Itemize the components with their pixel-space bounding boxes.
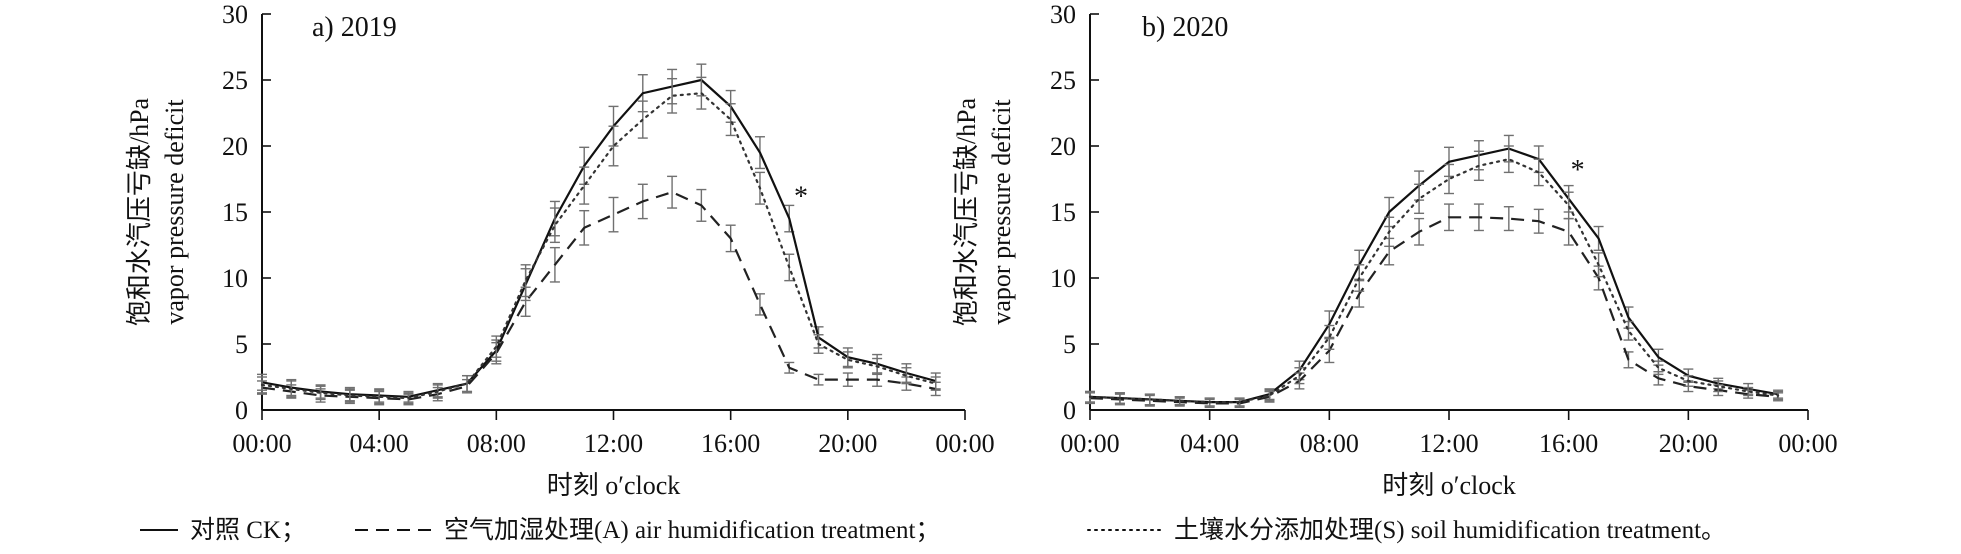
x-axis-label: 时刻 o′clock [547,471,681,500]
legend-label-air-humidification: 空气加湿处理(A) air humidification treatment； [444,516,940,544]
y-tick-label: 0 [235,396,248,425]
y-tick-label: 15 [222,198,248,227]
significance-asterisk: * [1571,155,1585,186]
x-tick-label: 04:00 [1180,429,1239,458]
legend-label-soil-humidification: 土壤水分添加处理(S) soil humidification treatmen… [1174,516,1726,544]
series-line-CK [261,78,936,398]
series-line-S [260,92,937,400]
x-tick-label: 12:00 [1419,429,1478,458]
series-line-A [1089,216,1779,405]
y-tick-label: 10 [1050,264,1076,293]
y-axis-label-cn: 饱和水汽压亏缺/hPa [125,97,154,326]
series-CK [1085,134,1784,407]
x-tick-label: 00:00 [232,429,291,458]
x-tick-label: 20:00 [1659,429,1718,458]
y-tick-label: 20 [222,132,248,161]
y-tick-label: 25 [1050,66,1076,95]
x-tick-label: 00:00 [935,429,994,458]
series-A [1085,203,1784,409]
series-line-S [1088,158,1780,404]
chart-panel-2020: 0 5 10 15 20 25 30 00:00 04:00 08:00 12:00 16:00 20:… [952,0,1838,500]
series-S [257,76,941,405]
x-tick-label: 08:00 [467,429,526,458]
y-tick-label: 20 [1050,132,1076,161]
y-tick-label: 5 [1063,330,1076,359]
series-line-CK [1089,147,1779,404]
panel-label: a) 2019 [312,12,397,43]
x-tick-label: 20:00 [818,429,877,458]
chart-panel-2019: 0 5 10 15 20 25 30 00:00 04:00 08:00 12:00 16:00 20:… [125,0,995,500]
x-tick-label: 08:00 [1300,429,1359,458]
series-CK [257,63,941,403]
x-tick-label: 16:00 [1539,429,1598,458]
x-tick-label: 00:00 [1778,429,1837,458]
y-tick-label: 10 [222,264,248,293]
x-tick-label: 00:00 [1060,429,1119,458]
y-axis-label-en: vapor pressure deficit [987,99,1016,325]
y-axis-label-cn: 饱和水汽压亏缺/hPa [952,97,981,326]
series-A [257,175,941,406]
panel-label: b) 2020 [1142,12,1228,43]
significance-asterisk: * [794,181,808,212]
y-tick-label: 15 [1050,198,1076,227]
y-tick-label: 5 [235,330,248,359]
y-tick-label: 25 [222,66,248,95]
x-axis-label: 时刻 o′clock [1382,471,1516,500]
x-tick-label: 16:00 [701,429,760,458]
x-tick-label: 12:00 [584,429,643,458]
y-tick-label: 30 [1050,0,1076,29]
x-tick-label: 04:00 [350,429,409,458]
y-axis-label-en: vapor pressure deficit [160,99,189,325]
y-tick-label: 30 [222,0,248,29]
y-tick-label: 0 [1063,396,1076,425]
legend-label-ck: 对照 CK； [190,516,306,544]
series-line-A [261,191,936,401]
chart-legend: 对照 CK； 空气加湿处理(A) air humidification trea… [140,516,1726,544]
series-S [1085,145,1784,407]
